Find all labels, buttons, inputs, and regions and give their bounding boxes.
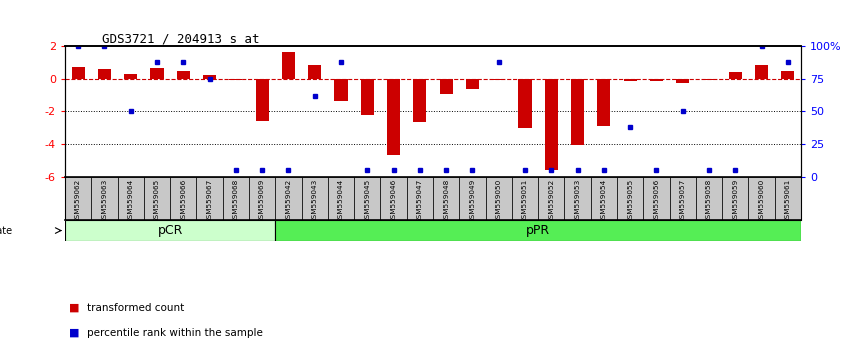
Text: GSM559053: GSM559053 [575, 179, 580, 223]
Bar [748, 177, 775, 221]
Text: GSM559057: GSM559057 [680, 179, 686, 223]
Bar [98, 69, 111, 79]
Text: GSM559067: GSM559067 [207, 179, 212, 223]
Bar [151, 68, 164, 79]
Bar [598, 79, 611, 126]
Text: disease state: disease state [0, 225, 12, 235]
Bar [440, 79, 453, 94]
Bar [466, 79, 479, 89]
Bar [170, 177, 197, 221]
Bar [361, 79, 374, 115]
Text: ■: ■ [69, 303, 80, 313]
Bar [144, 177, 170, 221]
Text: GSM559069: GSM559069 [259, 179, 265, 223]
Bar [72, 67, 85, 79]
Bar [624, 79, 637, 81]
Text: GSM559068: GSM559068 [233, 179, 239, 223]
Bar [281, 52, 295, 79]
Text: GSM559055: GSM559055 [627, 179, 633, 223]
Text: GSM559052: GSM559052 [548, 179, 554, 223]
Text: GSM559049: GSM559049 [469, 179, 475, 223]
Text: ■: ■ [69, 328, 80, 338]
Text: GSM559063: GSM559063 [101, 179, 107, 223]
Bar [545, 79, 558, 170]
Bar [197, 177, 223, 221]
Text: transformed count: transformed count [87, 303, 184, 313]
Bar [669, 177, 696, 221]
Bar [538, 177, 565, 221]
Bar [433, 177, 459, 221]
Bar [512, 177, 538, 221]
Text: pPR: pPR [526, 224, 550, 237]
Text: GSM559051: GSM559051 [522, 179, 528, 223]
Bar [308, 65, 321, 79]
Bar [781, 70, 794, 79]
Text: GSM559061: GSM559061 [785, 179, 791, 223]
Bar [380, 177, 407, 221]
Text: pCR: pCR [158, 224, 183, 237]
Bar [91, 177, 118, 221]
Text: GSM559047: GSM559047 [417, 179, 423, 223]
Bar [255, 79, 268, 121]
Text: GSM559060: GSM559060 [759, 179, 765, 223]
Bar [492, 79, 505, 80]
Bar [696, 177, 722, 221]
Text: GSM559042: GSM559042 [286, 179, 291, 223]
Text: GSM559043: GSM559043 [312, 179, 318, 223]
Bar [387, 79, 400, 155]
Bar [702, 79, 715, 80]
Bar [249, 177, 275, 221]
Bar [729, 72, 742, 79]
Bar [275, 221, 801, 241]
Text: GDS3721 / 204913_s_at: GDS3721 / 204913_s_at [102, 32, 259, 45]
Bar [328, 177, 354, 221]
Bar [118, 177, 144, 221]
Text: GSM559045: GSM559045 [365, 179, 371, 223]
Bar [334, 79, 347, 101]
Bar [124, 74, 137, 79]
Bar [519, 79, 532, 128]
Bar [203, 75, 216, 79]
Bar [565, 177, 591, 221]
Text: GSM559050: GSM559050 [495, 179, 501, 223]
Bar [486, 177, 512, 221]
Bar [459, 177, 486, 221]
Text: GSM559059: GSM559059 [733, 179, 739, 223]
Bar [301, 177, 328, 221]
Bar [676, 79, 689, 83]
Bar [617, 177, 643, 221]
Bar [755, 65, 768, 79]
Text: GSM559064: GSM559064 [127, 179, 133, 223]
Text: GSM559044: GSM559044 [338, 179, 344, 223]
Bar [413, 79, 426, 122]
Bar [275, 177, 301, 221]
Bar [722, 177, 748, 221]
Bar [229, 79, 242, 80]
Bar [354, 177, 380, 221]
Bar [775, 177, 801, 221]
Text: GSM559065: GSM559065 [154, 179, 160, 223]
Text: GSM559062: GSM559062 [75, 179, 81, 223]
Bar [591, 177, 617, 221]
Text: GSM559046: GSM559046 [391, 179, 397, 223]
Bar [571, 79, 585, 145]
Bar [177, 72, 190, 79]
Bar [65, 221, 275, 241]
Text: percentile rank within the sample: percentile rank within the sample [87, 328, 262, 338]
Text: GSM559066: GSM559066 [180, 179, 186, 223]
Text: GSM559054: GSM559054 [601, 179, 607, 223]
Bar [65, 177, 91, 221]
Bar [407, 177, 433, 221]
Text: GSM559056: GSM559056 [654, 179, 659, 223]
Bar [643, 177, 669, 221]
Text: GSM559058: GSM559058 [706, 179, 712, 223]
Text: GSM559048: GSM559048 [443, 179, 449, 223]
Bar [223, 177, 249, 221]
Bar [650, 79, 663, 81]
